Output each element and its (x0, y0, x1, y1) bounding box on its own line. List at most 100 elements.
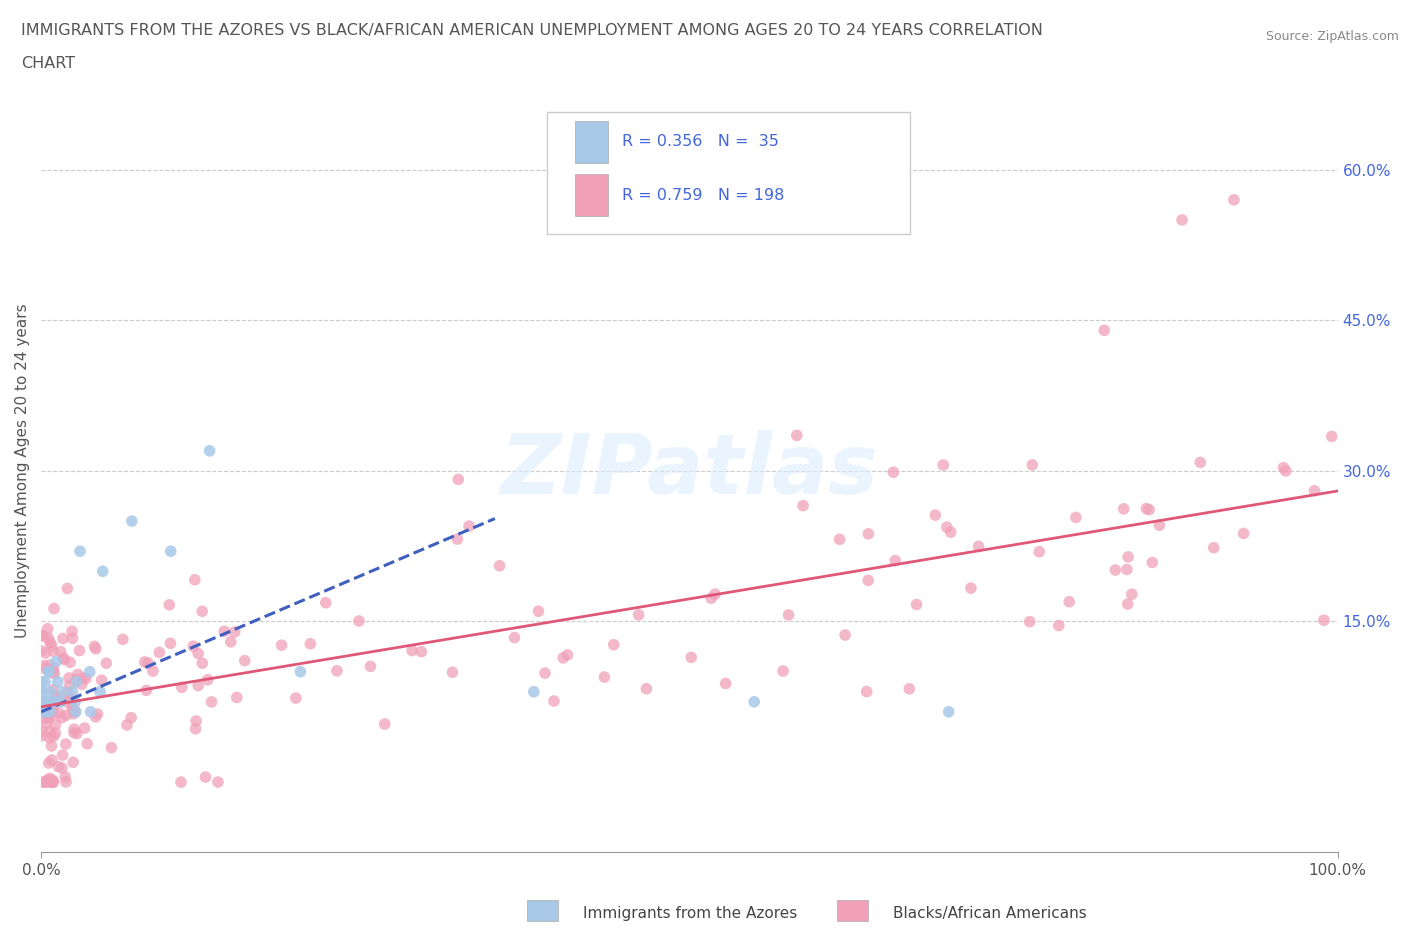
Point (534, 666, 557, 681)
Point (63, 704, 86, 719)
Point (503, 631, 526, 645)
Point (51, 711, 73, 725)
Point (207, 775, 229, 790)
Point (290, 664, 312, 679)
Point (681, 650, 703, 665)
Point (39, 771, 62, 786)
Point (1115, 562, 1137, 577)
Point (62, 631, 84, 645)
Point (100, 740, 122, 755)
Point (84, 642, 107, 657)
Point (45, 654, 67, 669)
Point (49, 644, 72, 659)
Point (42, 601, 65, 616)
Point (44, 725, 66, 740)
Point (53, 652, 76, 667)
Point (34, 704, 56, 719)
Point (37, 708, 59, 723)
Point (37, 695, 59, 710)
Point (44, 666, 66, 681)
Point (69, 644, 91, 658)
Point (299, 636, 322, 651)
Point (270, 638, 292, 653)
Point (41, 662, 63, 677)
Point (48, 706, 70, 721)
Point (523, 684, 546, 699)
Point (181, 639, 204, 654)
Point (30, 644, 52, 658)
Point (37, 772, 59, 787)
Point (39, 695, 62, 710)
Point (1018, 614, 1040, 629)
Point (63, 722, 86, 737)
Point (56, 685, 79, 700)
Point (233, 653, 256, 668)
Point (1233, 526, 1256, 541)
Point (31, 696, 53, 711)
Point (627, 607, 650, 622)
Point (219, 634, 242, 649)
Point (58, 671, 80, 685)
Point (792, 498, 814, 513)
Text: Blacks/African Americans: Blacks/African Americans (893, 906, 1087, 921)
Point (60, 684, 83, 699)
Point (882, 465, 904, 480)
Point (91, 564, 114, 578)
Point (75, 671, 97, 686)
Point (44, 689, 66, 704)
Point (42, 775, 65, 790)
Point (53, 769, 76, 784)
Point (41, 775, 63, 790)
Point (51, 684, 73, 699)
Point (41, 775, 63, 790)
Point (69, 544, 91, 559)
Point (41, 752, 63, 767)
Point (447, 472, 470, 486)
Point (184, 722, 207, 737)
Point (214, 624, 236, 639)
Point (197, 672, 219, 687)
Point (59, 689, 82, 704)
Point (62, 755, 84, 770)
Point (142, 664, 165, 679)
Point (46, 690, 69, 705)
Point (924, 508, 946, 523)
Point (42, 773, 65, 788)
Point (45, 717, 67, 732)
Point (31, 724, 53, 738)
Point (38, 755, 60, 770)
Point (83, 639, 105, 654)
Point (224, 625, 246, 640)
Point (1104, 563, 1126, 578)
Point (593, 670, 616, 684)
Point (37, 706, 59, 721)
Point (42, 644, 65, 658)
Point (159, 544, 181, 559)
Point (31, 674, 53, 689)
Point (31, 684, 53, 699)
Point (1121, 587, 1143, 602)
Point (42, 665, 65, 680)
Point (37, 631, 59, 645)
Text: R = 0.356   N =  35: R = 0.356 N = 35 (621, 134, 779, 149)
Point (772, 663, 794, 678)
Point (1149, 518, 1171, 533)
Point (34, 645, 56, 660)
Text: ZIPatlas: ZIPatlas (501, 431, 879, 512)
Point (37, 775, 59, 790)
Point (602, 637, 624, 652)
Point (79, 704, 101, 719)
Point (1057, 594, 1080, 609)
Point (191, 656, 214, 671)
Point (72, 671, 94, 685)
Point (905, 597, 928, 612)
Point (66, 726, 89, 741)
Point (834, 628, 856, 643)
Point (63, 695, 86, 710)
Point (898, 682, 921, 697)
Point (939, 525, 962, 539)
Point (48, 759, 70, 774)
Point (63, 706, 86, 721)
Point (49, 695, 72, 710)
Point (1223, 193, 1246, 207)
